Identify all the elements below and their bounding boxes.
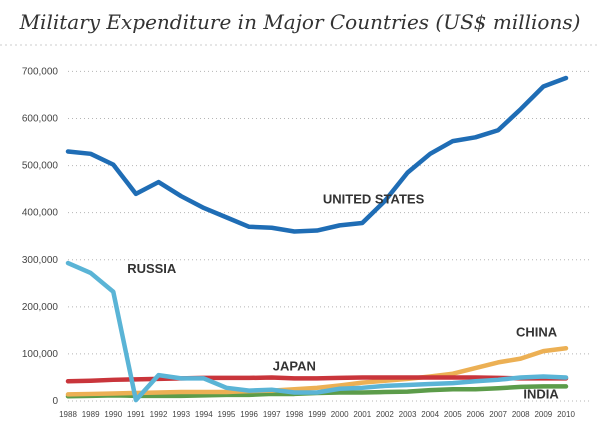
x-tick-label: 1990 <box>104 410 122 419</box>
y-tick-label: 0 <box>52 396 58 407</box>
x-tick-label: 2008 <box>512 410 530 419</box>
y-tick-label: 500,000 <box>22 161 59 172</box>
x-tick-label: 1996 <box>240 410 258 419</box>
y-axis: 0 100,000 200,000 300,000 400,000 500,000 600,… <box>22 66 59 407</box>
series-label-united-states: UNITED STATES <box>323 191 425 206</box>
x-tick-label: 1989 <box>82 410 100 419</box>
y-tick-label: 400,000 <box>22 208 59 219</box>
series-label-india: INDIA <box>523 387 559 402</box>
x-tick-label: 1999 <box>308 410 326 419</box>
x-tick-label: 2005 <box>444 410 462 419</box>
series-line-japan <box>65 375 569 384</box>
y-tick-label: 100,000 <box>22 349 59 360</box>
x-tick-label: 1993 <box>172 410 190 419</box>
series-labels: UNITED STATES RUSSIA CHINA JAPAN INDIA <box>127 191 559 401</box>
x-tick-label: 2000 <box>331 410 349 419</box>
x-tick-label: 2002 <box>376 410 394 419</box>
x-tick-label: 2009 <box>534 410 552 419</box>
x-tick-label: 2006 <box>467 410 485 419</box>
x-tick-label: 2003 <box>399 410 417 419</box>
x-tick-label: 1994 <box>195 410 213 419</box>
x-tick-label: 2010 <box>557 410 575 419</box>
series-line-united-states <box>65 75 569 234</box>
series-line-russia <box>65 260 569 403</box>
x-tick-label: 1991 <box>127 410 145 419</box>
y-tick-label: 200,000 <box>22 302 59 313</box>
x-tick-label: 2004 <box>421 410 439 419</box>
chart-title: Military Expenditure in Major Countries … <box>19 10 581 34</box>
series-line-china <box>65 346 569 397</box>
grid-lines <box>68 70 590 402</box>
x-tick-label: 1998 <box>285 410 303 419</box>
series-label-russia: RUSSIA <box>127 261 177 276</box>
x-tick-label: 1997 <box>263 410 281 419</box>
y-tick-label: 700,000 <box>22 66 59 77</box>
x-tick-label: 1992 <box>150 410 168 419</box>
series-label-china: CHINA <box>516 324 558 339</box>
series-lines <box>65 75 569 403</box>
y-tick-label: 300,000 <box>22 255 59 266</box>
x-tick-label: 2001 <box>353 410 371 419</box>
x-tick-label: 2007 <box>489 410 507 419</box>
series-label-japan: JAPAN <box>273 358 316 373</box>
y-tick-label: 600,000 <box>22 114 59 125</box>
x-tick-label: 1995 <box>218 410 236 419</box>
x-axis: 1988 1989 1990 1991 1992 1993 1994 1995 1996 1997… <box>59 410 575 419</box>
x-tick-label: 1988 <box>59 410 77 419</box>
